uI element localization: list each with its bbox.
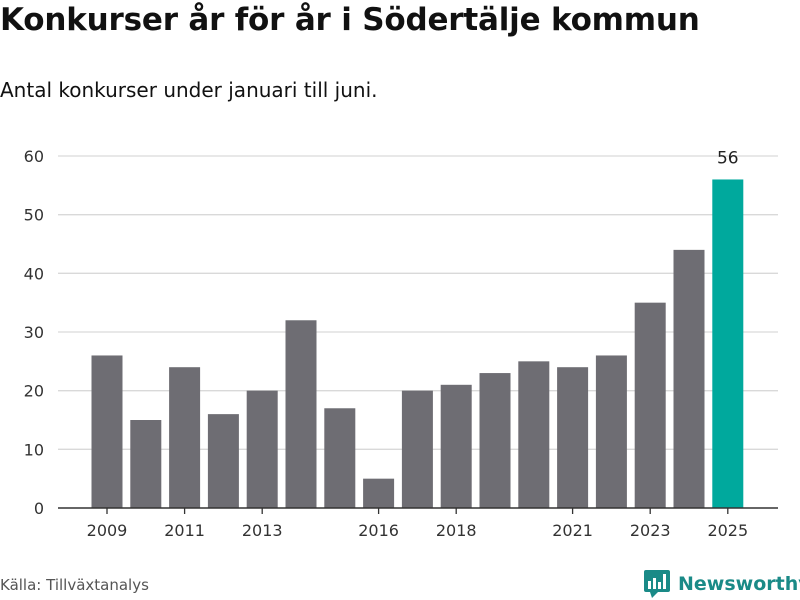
- x-tick-label: 2021: [552, 521, 593, 540]
- bar-2010: [130, 420, 162, 508]
- x-tick-label: 2025: [707, 521, 748, 540]
- bar-2015: [324, 408, 356, 508]
- bar-2025: [712, 179, 744, 508]
- bar-2021: [557, 367, 589, 508]
- newsworthy-logo-icon: [644, 570, 670, 598]
- bar-2022: [595, 355, 627, 508]
- bar-2017: [401, 390, 433, 508]
- bar-2019: [479, 373, 511, 508]
- bar-2016: [363, 478, 395, 508]
- bar-2023: [634, 302, 666, 508]
- brand-logo: Newsworthy: [644, 569, 800, 599]
- bar-2013: [246, 390, 278, 508]
- x-tick-label: 2011: [164, 521, 205, 540]
- bar-2012: [207, 414, 239, 508]
- y-tick-label: 50: [24, 206, 44, 225]
- y-tick-label: 60: [24, 147, 44, 166]
- y-tick-label: 10: [24, 440, 44, 459]
- bar-2009: [91, 355, 123, 508]
- data-labels: 56: [717, 148, 739, 168]
- bar-2014: [285, 320, 317, 508]
- bars: [91, 179, 744, 508]
- x-tick-label: 2016: [358, 521, 399, 540]
- source-note: Källa: Tillväxtanalys: [0, 576, 149, 594]
- bar-2020: [518, 361, 550, 508]
- x-axis-tick-labels: 2009 2011 2013 2016 2018 2021 2023 2025: [87, 508, 748, 540]
- chart-subtitle: Antal konkurser under januari till juni.: [0, 78, 378, 102]
- y-axis-tick-labels: 0 10 20 30 40 50 60: [24, 147, 44, 518]
- data-label-2025: 56: [717, 148, 739, 168]
- bar-2018: [440, 384, 472, 508]
- bar-2024: [673, 249, 705, 508]
- y-tick-label: 30: [24, 323, 44, 342]
- y-tick-label: 40: [24, 264, 44, 283]
- x-tick-label: 2018: [436, 521, 477, 540]
- x-tick-label: 2023: [630, 521, 671, 540]
- brand-name: Newsworthy: [678, 573, 800, 595]
- bar-2011: [169, 367, 201, 508]
- chart-title: Konkurser år för år i Södertälje kommun: [0, 2, 700, 38]
- y-tick-label: 0: [34, 499, 44, 518]
- x-tick-label: 2009: [87, 521, 128, 540]
- x-tick-label: 2013: [242, 521, 283, 540]
- y-tick-label: 20: [24, 382, 44, 401]
